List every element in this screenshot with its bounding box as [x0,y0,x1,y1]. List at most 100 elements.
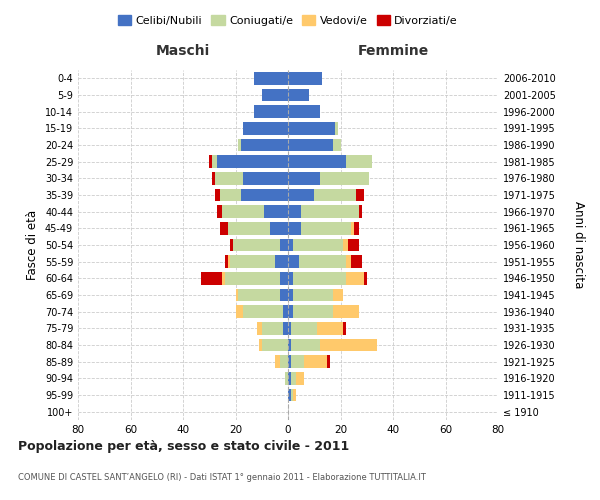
Bar [269,222,288,234]
Bar [225,256,227,268]
Bar [351,256,361,268]
Bar [290,389,293,401]
Bar [241,188,288,201]
Bar [288,156,346,168]
Bar [254,106,288,118]
Bar [356,188,364,201]
Bar [227,256,230,268]
Bar [293,389,296,401]
Bar [217,206,223,218]
Bar [288,322,290,334]
Y-axis label: Anni di nascita: Anni di nascita [572,202,586,288]
Bar [244,122,288,134]
Bar [364,272,367,284]
Bar [209,156,212,168]
Bar [283,306,288,318]
Bar [293,272,346,284]
Bar [288,89,309,101]
Bar [288,72,322,85]
Bar [220,222,227,234]
Bar [215,188,220,201]
Bar [244,306,283,318]
Bar [262,339,288,351]
Bar [244,172,288,184]
Bar [288,306,293,318]
Bar [301,222,351,234]
Bar [202,272,223,284]
Bar [290,356,304,368]
Bar [293,289,332,301]
Bar [220,188,241,201]
Bar [223,272,225,284]
Bar [288,122,335,134]
Bar [288,206,301,218]
Bar [275,256,288,268]
Bar [288,356,290,368]
Bar [288,389,290,401]
Bar [288,372,290,384]
Bar [238,289,280,301]
Bar [288,239,293,251]
Bar [227,222,269,234]
Bar [320,339,377,351]
Bar [283,322,288,334]
Bar [293,306,332,318]
Text: COMUNE DI CASTEL SANT’ANGELO (RI) - Dati ISTAT 1° gennaio 2011 - Elaborazione TU: COMUNE DI CASTEL SANT’ANGELO (RI) - Dati… [18,473,426,482]
Bar [262,322,283,334]
Bar [343,239,349,251]
Bar [288,138,332,151]
Bar [275,356,280,368]
Bar [349,239,359,251]
Bar [288,256,299,268]
Bar [290,322,317,334]
Bar [280,356,288,368]
Bar [286,372,288,384]
Bar [230,256,275,268]
Bar [280,272,288,284]
Y-axis label: Fasce di età: Fasce di età [26,210,39,280]
Bar [212,172,215,184]
Bar [290,339,320,351]
Bar [259,339,262,351]
Bar [288,106,320,118]
Bar [288,272,293,284]
Bar [288,339,290,351]
Bar [238,138,241,151]
Bar [346,256,351,268]
Bar [346,156,372,168]
Bar [304,356,328,368]
Bar [314,188,356,201]
Bar [223,206,265,218]
Bar [346,272,364,284]
Bar [332,289,343,301]
Bar [241,138,288,151]
Legend: Celibi/Nubili, Coniugati/e, Vedovi/e, Divorziati/e: Celibi/Nubili, Coniugati/e, Vedovi/e, Di… [113,10,463,30]
Bar [235,306,244,318]
Bar [235,289,238,301]
Bar [212,156,217,168]
Bar [230,239,233,251]
Bar [280,289,288,301]
Text: Maschi: Maschi [156,44,210,59]
Bar [215,172,244,184]
Bar [328,356,330,368]
Bar [290,372,296,384]
Text: Femmine: Femmine [358,44,428,59]
Bar [353,222,359,234]
Bar [296,372,304,384]
Bar [301,206,359,218]
Bar [217,156,288,168]
Bar [257,322,262,334]
Bar [288,188,314,201]
Bar [288,172,320,184]
Bar [293,239,343,251]
Bar [262,89,288,101]
Bar [233,239,280,251]
Bar [299,256,346,268]
Bar [320,172,370,184]
Bar [288,289,293,301]
Bar [343,322,346,334]
Bar [225,272,280,284]
Text: Popolazione per età, sesso e stato civile - 2011: Popolazione per età, sesso e stato civil… [18,440,349,453]
Bar [332,138,341,151]
